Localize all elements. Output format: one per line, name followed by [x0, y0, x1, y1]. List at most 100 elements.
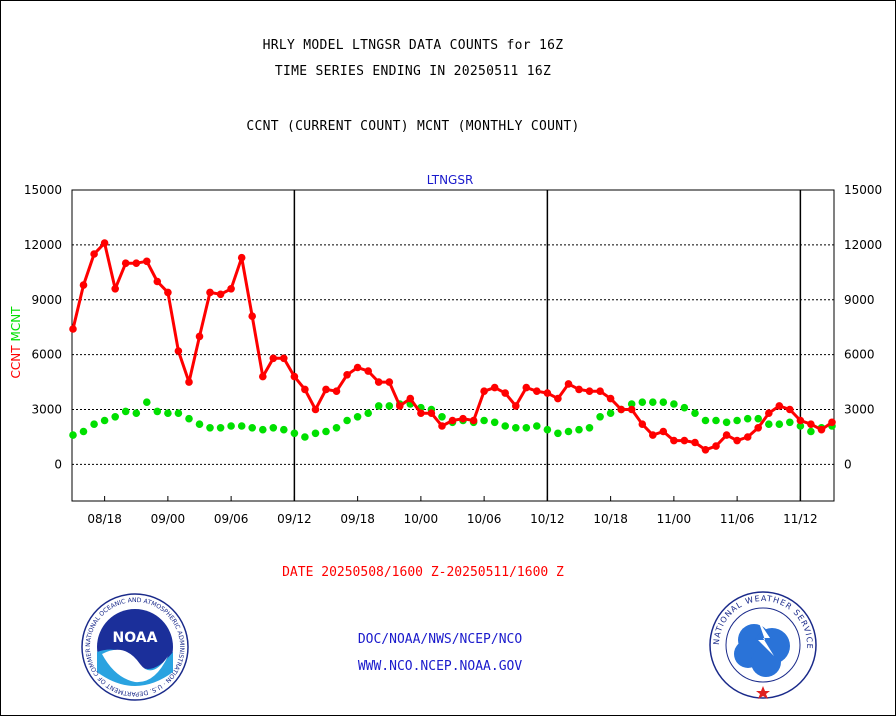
data-point-mcnt — [712, 416, 720, 425]
y-tick-label-left: 0 — [54, 457, 62, 471]
data-point-ccnt — [638, 420, 647, 429]
data-point-mcnt — [733, 416, 741, 425]
date-range-label: DATE 20250508/1600 Z-20250511/1600 Z — [282, 565, 564, 580]
data-point-ccnt — [385, 378, 394, 386]
data-point-ccnt — [533, 387, 541, 396]
data-point-ccnt — [828, 418, 836, 427]
data-point-ccnt — [216, 290, 225, 299]
data-point-ccnt — [311, 405, 320, 414]
data-point-ccnt — [691, 438, 699, 447]
data-point-mcnt — [100, 416, 109, 425]
data-point-ccnt — [185, 378, 193, 386]
data-point-ccnt — [69, 325, 77, 333]
y-tick-label-right: 12000 — [844, 238, 882, 252]
data-point-ccnt — [438, 422, 446, 430]
data-point-mcnt — [301, 433, 309, 441]
data-point-ccnt — [374, 378, 383, 386]
data-point-ccnt — [554, 394, 562, 403]
data-point-ccnt — [237, 253, 246, 262]
data-point-ccnt — [227, 285, 235, 293]
plot-title: LTNGSR — [427, 173, 474, 187]
data-point-ccnt — [733, 436, 741, 445]
y-tick-label-right: 9000 — [844, 293, 875, 307]
data-point-ccnt — [280, 354, 288, 363]
data-point-ccnt — [195, 332, 204, 341]
data-point-mcnt — [691, 409, 699, 418]
data-point-mcnt — [438, 413, 446, 421]
data-point-ccnt — [343, 371, 351, 379]
data-point-mcnt — [227, 422, 235, 430]
data-point-ccnt — [522, 383, 531, 392]
data-point-ccnt — [543, 389, 552, 397]
y-tick-label-left: 15000 — [24, 183, 62, 197]
x-tick-label: 09/12 — [277, 512, 312, 526]
data-point-ccnt — [406, 394, 415, 403]
data-point-ccnt — [490, 383, 499, 392]
data-point-ccnt — [743, 433, 752, 441]
data-point-ccnt — [353, 363, 362, 372]
data-point-mcnt — [765, 420, 773, 429]
grid-layer — [72, 244, 834, 465]
data-point-mcnt — [164, 409, 172, 418]
chart-subtitle: CCNT (CURRENT COUNT) MCNT (MONTHLY COUNT… — [246, 119, 580, 134]
data-point-mcnt — [606, 409, 615, 418]
data-point-ccnt — [143, 257, 151, 266]
data-point-mcnt — [659, 398, 668, 407]
data-point-mcnt — [743, 414, 752, 423]
y-tick-labels: 0 0 3000 3000 6000 6000 9000 9000 12000 12000 1500… — [24, 183, 882, 471]
data-point-ccnt — [722, 431, 731, 439]
data-point-mcnt — [79, 427, 88, 436]
data-point-mcnt — [680, 403, 689, 412]
noaa-logo: NOAA NATIONAL OCEANIC AND ATMOSPHERIC AD… — [80, 592, 189, 701]
data-point-mcnt — [522, 424, 531, 432]
noaa-logo-text: NOAA — [113, 630, 158, 646]
data-point-mcnt — [143, 398, 151, 407]
x-tick-label: 10/00 — [404, 512, 439, 526]
x-tick-label: 11/12 — [783, 512, 818, 526]
data-point-mcnt — [701, 416, 710, 425]
chart-title-line-2: TIME SERIES ENDING IN 20250511 16Z — [274, 64, 552, 79]
data-point-ccnt — [269, 354, 278, 363]
data-point-ccnt — [575, 385, 583, 394]
y-tick-label-left: 9000 — [31, 293, 62, 307]
data-point-ccnt — [754, 424, 762, 432]
x-tick-label: 09/06 — [214, 512, 249, 526]
data-point-ccnt — [448, 416, 457, 425]
data-point-ccnt — [701, 446, 710, 454]
data-point-ccnt — [174, 347, 183, 355]
data-point-ccnt — [512, 402, 520, 410]
data-point-mcnt — [206, 424, 214, 432]
data-point-ccnt — [596, 387, 604, 396]
data-point-mcnt — [216, 424, 225, 432]
data-point-mcnt — [564, 427, 573, 436]
data-point-ccnt — [79, 281, 88, 289]
data-point-mcnt — [796, 422, 805, 430]
data-point-ccnt — [627, 405, 636, 414]
data-point-ccnt — [427, 409, 436, 418]
credit-line-2: WWW.NCO.NCEP.NOAA.GOV — [357, 659, 523, 674]
x-tick-label: 11/06 — [720, 512, 755, 526]
data-point-ccnt — [765, 409, 773, 418]
data-point-mcnt — [185, 414, 193, 423]
data-point-ccnt — [501, 389, 510, 397]
data-point-ccnt — [564, 380, 573, 388]
data-point-mcnt — [533, 422, 541, 430]
data-point-ccnt — [164, 288, 172, 297]
data-point-ccnt — [111, 285, 119, 293]
data-point-mcnt — [322, 427, 330, 436]
data-point-mcnt — [174, 409, 183, 418]
data-point-ccnt — [301, 385, 309, 394]
data-point-mcnt — [786, 418, 794, 427]
data-point-ccnt — [100, 239, 109, 247]
data-point-mcnt — [248, 424, 256, 432]
data-point-mcnt — [385, 402, 394, 410]
nws-logo: NATIONAL WEATHER SERVICE — [709, 591, 817, 699]
data-point-mcnt — [512, 424, 520, 432]
data-point-ccnt — [670, 436, 678, 445]
time-series-chart: LTNGSR 0 0 3000 3000 6000 6000 9000 9000 12000 12… — [9, 173, 882, 526]
x-tick-label: 09/00 — [151, 512, 186, 526]
series-layer — [69, 239, 836, 454]
data-point-mcnt — [807, 427, 815, 436]
data-point-ccnt — [775, 402, 784, 410]
data-point-mcnt — [237, 422, 246, 430]
